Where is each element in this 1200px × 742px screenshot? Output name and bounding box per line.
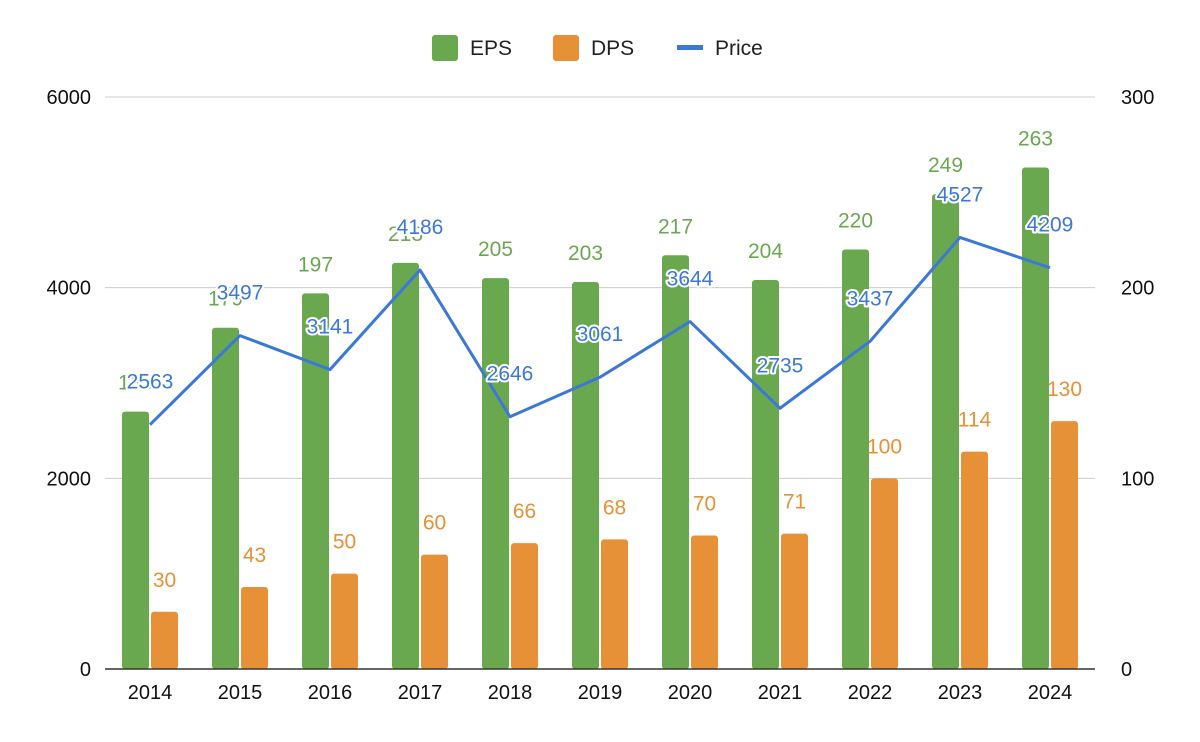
- dps-data-label: 114: [958, 409, 992, 432]
- price-data-label: 2563: [127, 371, 174, 394]
- dps-bar: [241, 587, 268, 669]
- dps-data-label: 100: [867, 435, 902, 458]
- dps-bar: [961, 451, 988, 669]
- eps-data-label: 205: [478, 238, 513, 261]
- legend-label: EPS: [470, 37, 512, 60]
- eps-data-label: 204: [748, 240, 783, 263]
- eps-data-label: 203: [568, 242, 603, 265]
- price-data-label: 3061: [577, 323, 624, 346]
- x-tick-label: 2015: [218, 682, 263, 704]
- dps-data-label: 130: [1047, 378, 1082, 401]
- x-tick-label: 2019: [578, 682, 623, 704]
- eps-data-label: 197: [298, 253, 333, 276]
- eps-bar: [932, 194, 959, 670]
- dps-data-label: 68: [603, 496, 626, 519]
- legend-swatch-price: [677, 45, 703, 50]
- data-labels: 135 30 179 43 197 50 213 60 205 66 203 68 217 70 204 71…: [118, 128, 1082, 592]
- price-data-label: 4527: [937, 183, 984, 206]
- legend-label: Price: [715, 37, 763, 60]
- x-tick-label: 2022: [848, 682, 893, 704]
- price-data-label: 2735: [757, 354, 804, 377]
- right-tick-label: 100: [1121, 468, 1154, 490]
- bars: [122, 167, 1078, 670]
- left-tick-label: 4000: [47, 278, 92, 300]
- left-tick-label: 2000: [47, 468, 92, 490]
- eps-bar: [392, 262, 419, 669]
- eps-bar: [122, 411, 149, 669]
- right-tick-label: 0: [1121, 659, 1132, 681]
- legend-label: DPS: [591, 37, 634, 60]
- dps-data-label: 30: [153, 569, 176, 592]
- legend-swatch-dps: [553, 35, 579, 61]
- x-tick-label: 2014: [128, 682, 173, 704]
- eps-data-label: 220: [838, 210, 873, 233]
- dps-data-label: 66: [513, 500, 536, 523]
- legend-swatch-eps: [432, 35, 458, 61]
- legend: EPS DPS Price: [432, 35, 763, 61]
- eps-data-label: 263: [1018, 128, 1053, 151]
- right-tick-label: 200: [1121, 278, 1154, 300]
- dps-data-label: 70: [693, 493, 716, 516]
- price-data-label: 3437: [847, 287, 894, 310]
- x-axis-ticks: 2014 2015 2016 2017 2018 2019 2020 2021 2022 2023…: [128, 682, 1073, 704]
- eps-data-label: 249: [928, 154, 963, 177]
- price-data-label: 4186: [397, 216, 444, 239]
- eps-bar: [302, 293, 329, 669]
- price-data-label: 3497: [217, 282, 264, 305]
- dps-data-label: 50: [333, 531, 356, 554]
- dps-bar: [601, 539, 628, 669]
- right-axis-ticks: 0 100 200 300: [1121, 87, 1154, 681]
- eps-data-label: 135: [118, 372, 153, 395]
- left-tick-label: 0: [80, 659, 91, 681]
- dps-data-label: 60: [423, 512, 446, 535]
- eps-bar: [1022, 167, 1049, 669]
- eps-bar: [212, 327, 239, 669]
- eps-bar: [752, 280, 779, 669]
- dps-bar: [1051, 421, 1078, 669]
- dps-bar: [511, 543, 538, 669]
- dps-data-label: 43: [243, 544, 266, 567]
- price-data-label: 3644: [667, 268, 714, 291]
- eps-bar: [482, 278, 509, 669]
- price-data-label: 4209: [1027, 214, 1074, 237]
- gridlines: [105, 96, 1095, 479]
- x-tick-label: 2016: [308, 682, 353, 704]
- eps-data-label: 217: [658, 215, 693, 238]
- x-tick-label: 2020: [668, 682, 713, 704]
- dps-data-label: 71: [783, 491, 806, 514]
- price-data-label: 2646: [487, 363, 534, 386]
- price-line: [148, 235, 1051, 426]
- right-tick-label: 300: [1121, 87, 1154, 109]
- x-tick-label: 2017: [398, 682, 443, 704]
- eps-data-label: 179: [208, 288, 243, 311]
- eps-data-label: 213: [388, 223, 423, 246]
- eps-bar: [572, 281, 599, 669]
- dps-bar: [421, 554, 448, 669]
- dps-bar: [781, 533, 808, 669]
- dps-bar: [151, 611, 178, 669]
- eps-bar: [842, 249, 869, 670]
- price-data-label: 3141: [307, 316, 354, 339]
- left-tick-label: 6000: [47, 87, 92, 109]
- eps-bar: [662, 255, 689, 669]
- x-tick-label: 2024: [1028, 682, 1073, 704]
- price-line-layer: [148, 235, 1051, 426]
- dps-bar: [331, 573, 358, 669]
- x-tick-label: 2018: [488, 682, 533, 704]
- x-tick-label: 2023: [938, 682, 983, 704]
- left-axis-ticks: 0 2000 4000 6000: [47, 87, 92, 681]
- x-tick-label: 2021: [758, 682, 803, 704]
- dps-bar: [871, 478, 898, 669]
- dps-bar: [691, 535, 718, 669]
